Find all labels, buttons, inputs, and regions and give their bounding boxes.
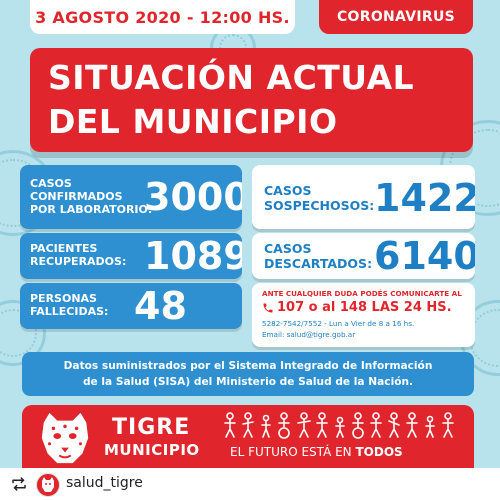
phone-icon <box>263 303 273 312</box>
stat-sospechosos: CASOS SOSPECHOSOS: 1422 <box>252 165 475 229</box>
stat-fallecidas: PERSONAS FALLECIDAS: 48 <box>20 283 242 329</box>
date-banner: 3 AGOSTO 2020 - 12:00 HS. <box>30 0 295 34</box>
stat-label: POR LABORATORIO: <box>30 203 153 216</box>
title-line-1: SITUACIÓN ACTUAL <box>48 58 415 97</box>
brand-subtitle: MUNICIPIO <box>104 441 200 459</box>
contact-phone-text: 107 o al 148 LAS 24 HS. <box>277 300 452 315</box>
date-text: 3 AGOSTO 2020 - 12:00 HS. <box>35 7 290 27</box>
data-source-box: Datos suministrados por el Sistema Integ… <box>22 352 474 396</box>
stat-label: SOSPECHOSOS: <box>264 198 375 213</box>
repost-icon[interactable] <box>10 476 28 492</box>
brand-name: TIGRE <box>112 415 191 440</box>
stat-value: 6140 <box>374 234 475 278</box>
stat-value: 3000 <box>144 175 242 219</box>
data-source-line-2: de la Salud (SISA) del Ministerio de Sal… <box>82 376 414 388</box>
stat-label: FALLECIDAS: <box>30 305 109 318</box>
stat-label: PERSONAS <box>30 292 97 305</box>
jaguar-avatar-icon <box>42 477 54 492</box>
contact-hours: 5282-7542/7552 - Lun a Vier de 8 a 16 hs… <box>262 319 415 328</box>
contact-email: Email: salud@tigre.gob.ar <box>262 330 356 339</box>
jaguar-logo-icon <box>41 412 89 464</box>
stat-label: CASOS <box>264 183 312 198</box>
stat-value: 1089 <box>144 234 242 278</box>
stat-recuperados: PACIENTES RECUPERADOS: 1089 <box>20 233 242 279</box>
stat-label: PACIENTES <box>30 242 98 255</box>
stat-label: CASOS <box>264 241 312 256</box>
people-silhouettes-icon <box>224 412 454 439</box>
stat-descartados: CASOS DESCARTADOS: 6140 <box>252 233 475 279</box>
stat-label: DESCARTADOS: <box>264 256 373 271</box>
contact-info-box: ANTE CUALQUIER DUDA PODÉS COMUNICARTE AL… <box>252 283 475 347</box>
infographic-poster: 3 AGOSTO 2020 - 12:00 HS. CORONAVIRUS SI… <box>0 0 500 468</box>
coronavirus-badge: CORONAVIRUS <box>319 0 473 34</box>
footer-banner: TIGRE MUNICIPIO EL FUTURO ESTÁ EN TODOS <box>22 405 474 468</box>
stat-confirmados: CASOS CONFIRMADOS POR LABORATORIO: 3000 <box>20 165 242 229</box>
contact-phone-line: 107 o al 148 LAS 24 HS. <box>262 300 452 315</box>
repost-bar: salud_tigre <box>0 468 500 500</box>
slogan: EL FUTURO ESTÁ EN TODOS <box>230 445 403 459</box>
slogan-prefix: EL FUTURO ESTÁ EN <box>230 445 356 459</box>
slogan-bold: TODOS <box>355 445 403 459</box>
stat-value: 48 <box>134 284 187 328</box>
contact-intro: ANTE CUALQUIER DUDA PODÉS COMUNICARTE AL <box>262 289 462 298</box>
stat-label: CONFIRMADOS <box>30 190 123 203</box>
title-line-2: DEL MUNICIPIO <box>48 102 338 141</box>
title-banner: SITUACIÓN ACTUAL DEL MUNICIPIO <box>30 48 473 152</box>
avatar[interactable] <box>36 473 60 497</box>
stat-label: CASOS <box>30 177 72 190</box>
coronavirus-label: CORONAVIRUS <box>336 9 456 25</box>
stat-value: 1422 <box>374 176 475 220</box>
username-link[interactable]: salud_tigre <box>66 475 143 491</box>
data-source-line-1: Datos suministrados por el Sistema Integ… <box>63 360 433 372</box>
stat-label: RECUPERADOS: <box>30 255 127 268</box>
